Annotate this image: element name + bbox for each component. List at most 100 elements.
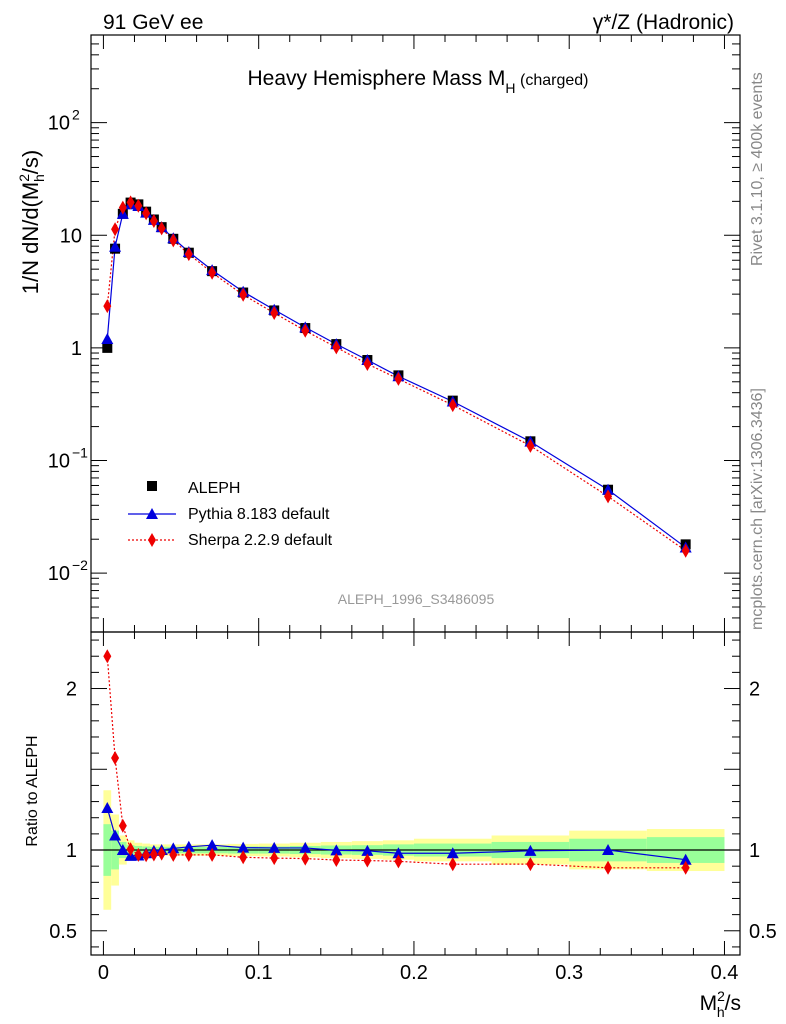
pythia-ratio-point [602, 844, 615, 856]
pythia-ratio-point [299, 841, 312, 853]
sherpa-ratio-point [118, 818, 127, 833]
pythia-ratio-point [109, 829, 122, 841]
plot-title-sub: H [505, 80, 515, 96]
y-label-main: 1/N dN/d(M [18, 182, 43, 294]
ratio-tick-label: 2 [66, 679, 77, 701]
x-tick-label: 0.2 [400, 962, 428, 984]
y-tick-label-exp: −1 [72, 444, 88, 460]
pythia-ratio-point [446, 847, 459, 859]
x-tick-label: 0.3 [555, 962, 583, 984]
sherpa-ratio-point [394, 854, 403, 869]
pythia-point [109, 240, 122, 252]
sherpa-point [118, 200, 127, 215]
sherpa-point [448, 398, 457, 413]
sherpa-ratio-point [270, 851, 279, 866]
analysis-label: ALEPH_1996_S3486095 [338, 591, 495, 607]
plot-title-suffix: (charged) [516, 72, 589, 89]
sherpa-ratio-point [134, 847, 143, 862]
sherpa-point [157, 221, 166, 236]
legend-marker-sherpa [148, 533, 156, 547]
process-label: γ*/Z (Hadronic) [593, 11, 734, 34]
svg-text:1/N dN/d(M2h/s): 1/N dN/d(M2h/s) [16, 150, 47, 295]
sherpa-ratio-point [681, 860, 690, 875]
sherpa-ratio-point [103, 649, 112, 664]
x-tick-label: 0.1 [245, 962, 273, 984]
sherpa-point [134, 198, 143, 213]
pythia-ratio-point [524, 844, 537, 856]
x-tick-label: 0.4 [711, 962, 739, 984]
sherpa-point [239, 287, 248, 302]
sherpa-point [394, 371, 403, 386]
sherpa-point [169, 233, 178, 248]
y-tick-label-exp: −2 [72, 557, 88, 573]
sherpa-ratio-point [448, 857, 457, 872]
ratio-frame [90, 631, 741, 956]
pythia-ratio-point [182, 840, 195, 852]
legend-marker-aleph [147, 481, 157, 491]
sherpa-ratio-point [126, 842, 135, 857]
pythia-ratio-point [361, 844, 374, 856]
sherpa-ratio-point [301, 851, 310, 866]
legend-marker-pythia [146, 508, 158, 519]
sherpa-point [184, 247, 193, 262]
y-label-sub: h [31, 174, 47, 182]
rivet-label: Rivet 3.1.10, ≥ 400k events [749, 72, 766, 266]
y-label-sup: 2 [16, 174, 32, 182]
y-tick-label: 10 [60, 225, 82, 247]
pythia-ratio-point [679, 853, 692, 865]
aleph-point [102, 342, 113, 353]
legend-label-pythia: Pythia 8.183 default [188, 506, 330, 523]
ratio-tick-label: 1 [66, 840, 77, 862]
sherpa-point [301, 323, 310, 338]
x-tick-label: 0 [98, 962, 109, 984]
y-tick-label: 10 [48, 450, 70, 472]
sherpa-ratio-point [184, 847, 193, 862]
sherpa-ratio-point [332, 853, 341, 868]
ratio-tick-label-right: 2 [749, 679, 760, 701]
ratio-panel: 0 0.1 0.2 0.3 0.4 0.5 0.5 1 1 2 2 Ratio to ALEPH [24, 631, 777, 984]
sherpa-point [208, 265, 217, 280]
x-label-sup: 2 [717, 988, 725, 1004]
pythia-point [602, 483, 615, 495]
sherpa-ratio-point [157, 846, 166, 861]
sherpa-point [103, 299, 112, 314]
y-tick-label: 1 [71, 338, 82, 360]
y-tick-label-exp: 2 [72, 107, 80, 123]
plot-title: Heavy Hemisphere Mass MH (charged) [248, 67, 589, 96]
ratio-tick-label-right: 0.5 [749, 921, 777, 943]
sherpa-ratio-point [111, 750, 120, 765]
pythia-ratio-point [237, 841, 250, 853]
sherpa-ratio-point [208, 847, 217, 862]
sherpa-point [142, 206, 151, 221]
plot-title-main: Heavy Hemisphere Mass M [248, 67, 506, 90]
y-label-suffix: /s) [18, 150, 43, 174]
mcplots-label: mcplots.cern.ch [arXiv:1306.3436] [749, 388, 766, 630]
x-axis-label: M2 h/s [700, 988, 741, 1020]
sherpa-ratio-point [169, 847, 178, 862]
sherpa-ratio-point [142, 848, 151, 863]
y-tick-label: 10 [48, 113, 70, 135]
sherpa-ratio-point [604, 860, 613, 875]
legend: ALEPH Pythia 8.183 default Sherpa 2.2.9 … [128, 480, 333, 549]
ratio-axis-label: Ratio to ALEPH [24, 735, 41, 846]
sherpa-point [149, 213, 158, 228]
x-label-sub: h [717, 1004, 725, 1020]
y-axis-label: 1/N dN/d(M2h/s) [16, 150, 47, 295]
sherpa-point [270, 306, 279, 321]
pythia-ratio-point [330, 844, 343, 856]
sherpa-point [604, 489, 613, 504]
pythia-point [101, 332, 114, 344]
legend-label-sherpa: Sherpa 2.2.9 default [188, 532, 333, 549]
legend-label-aleph: ALEPH [188, 480, 240, 497]
sherpa-ratio-point [526, 857, 535, 872]
pythia-ratio-point [268, 841, 281, 853]
sherpa-point [111, 222, 120, 237]
pythia-ratio-point [116, 844, 129, 856]
sherpa-point [681, 543, 690, 558]
ratio-tick-label: 0.5 [49, 921, 77, 943]
pythia-ratio-point [392, 847, 405, 859]
sherpa-point [126, 195, 135, 210]
x-label-main: M [700, 992, 718, 1015]
